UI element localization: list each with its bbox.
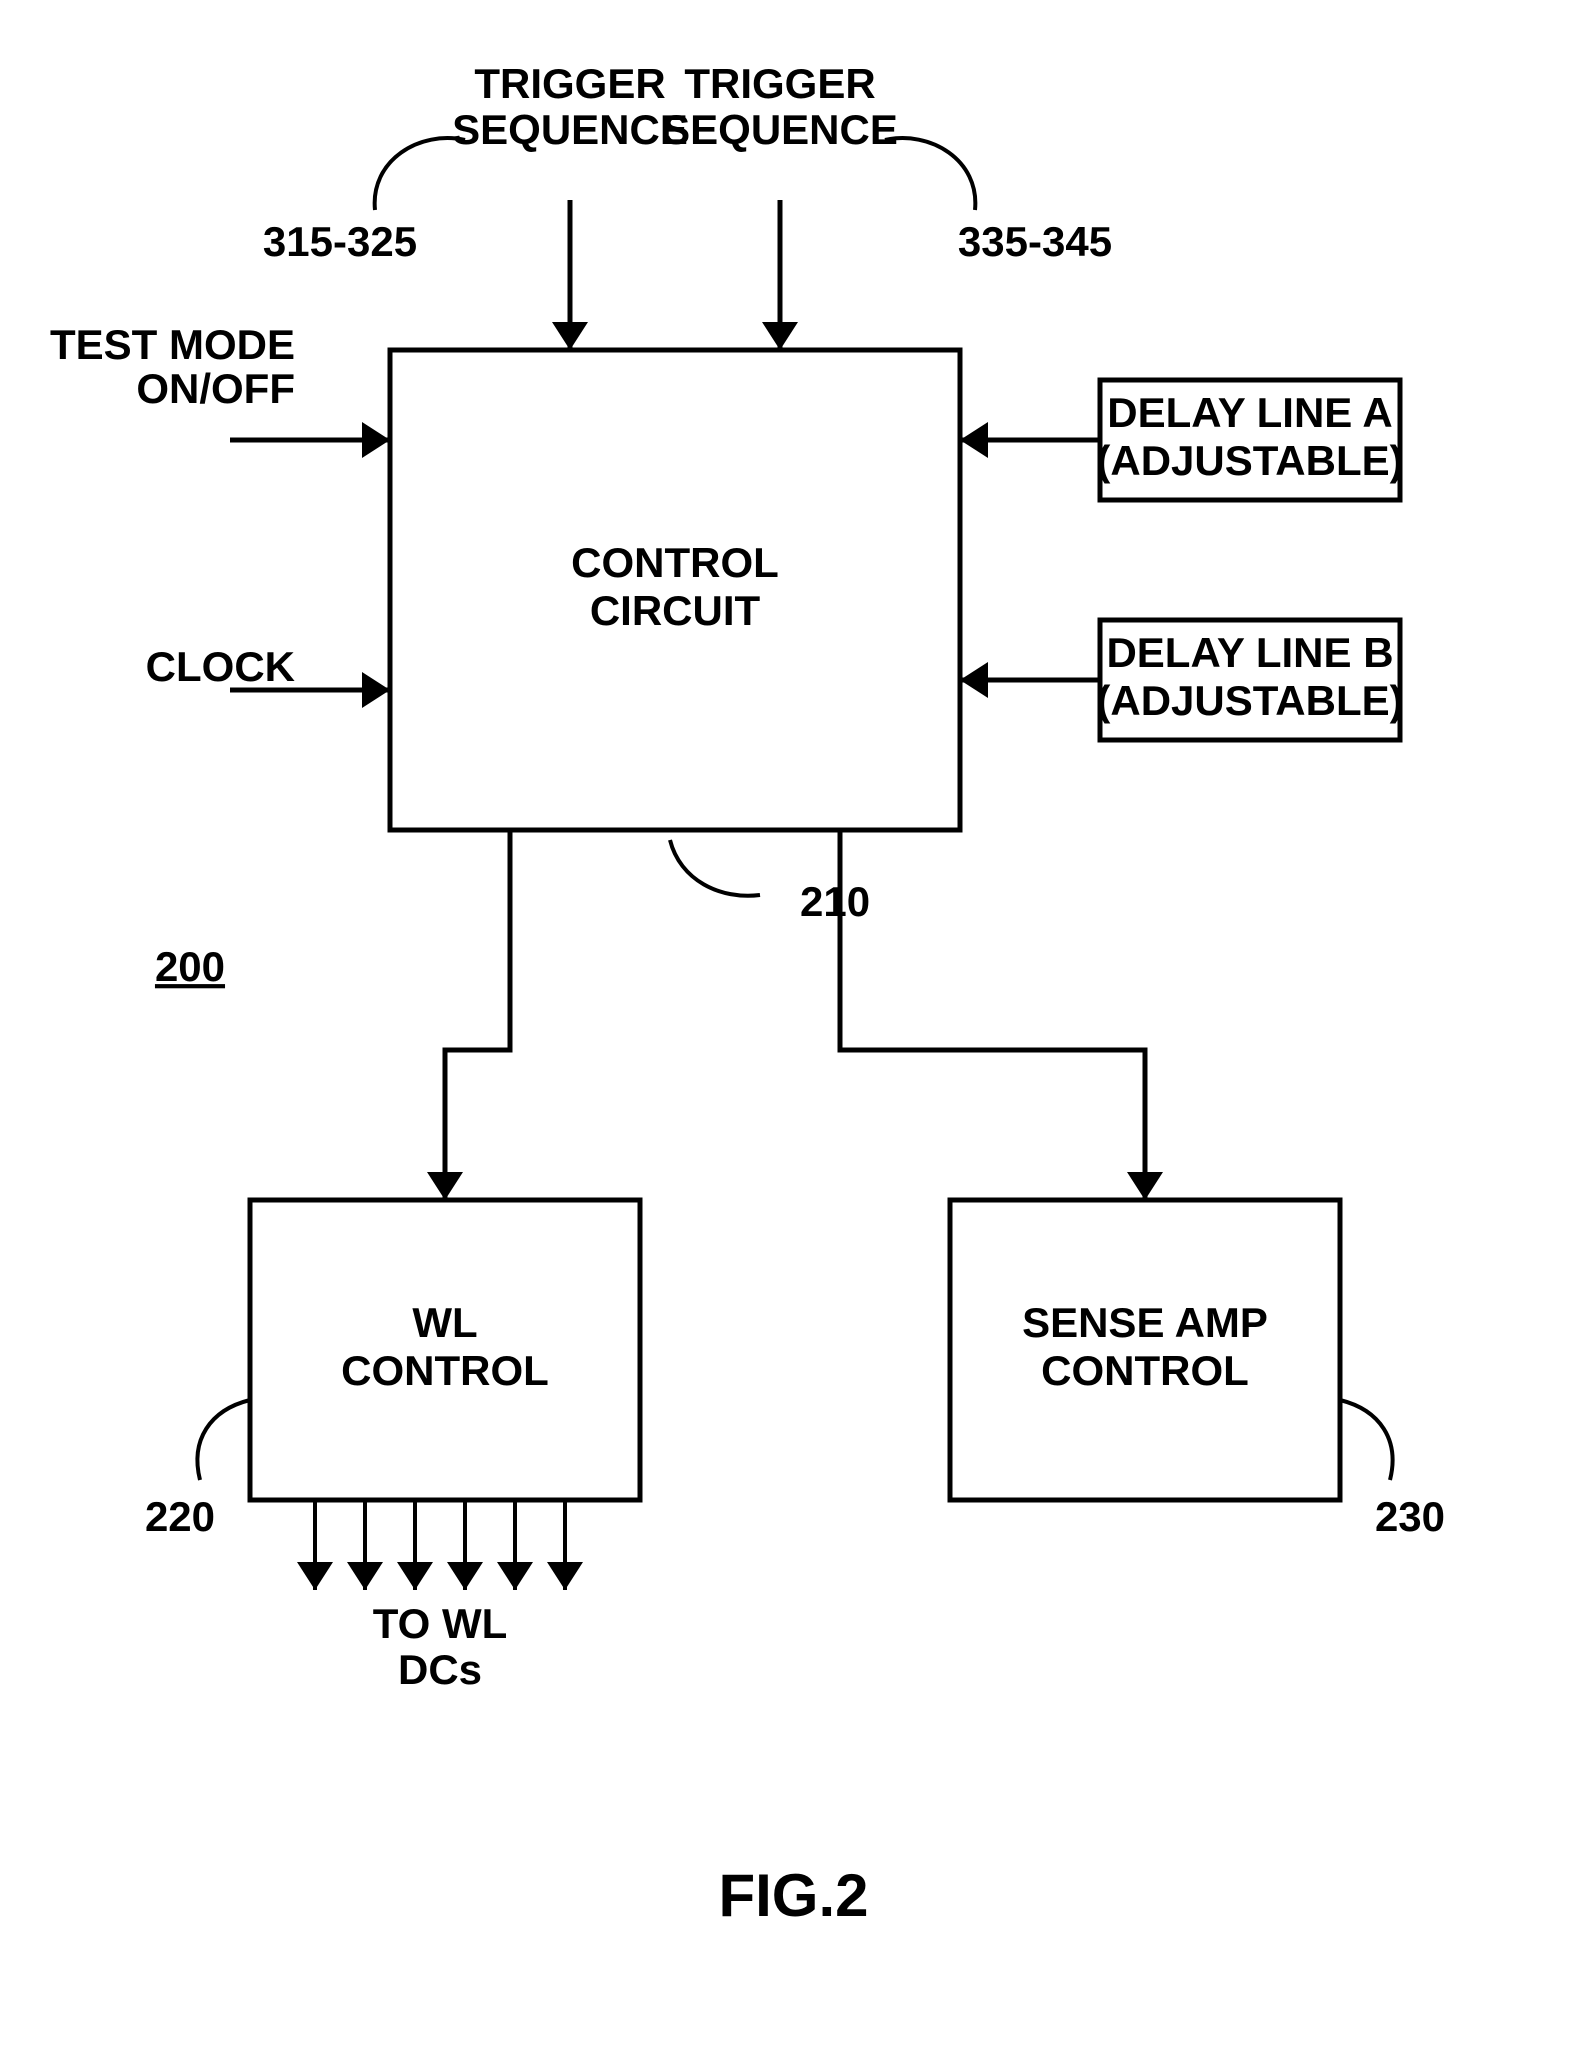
figure-caption: FIG.2 [718, 1862, 868, 1929]
wl-output-label: TO WL [373, 1600, 508, 1647]
trigger-sequence-label: SEQUENCE [662, 106, 898, 153]
arrow-head [497, 1562, 533, 1590]
arrow-head [1127, 1172, 1163, 1200]
ref-number: 315-325 [263, 218, 417, 265]
arrow-head [960, 422, 988, 458]
figure-ref-number: 200 [155, 943, 225, 990]
ref-number: 335-345 [958, 218, 1112, 265]
delayB-label: DELAY LINE B [1106, 629, 1393, 676]
arrow-head [427, 1172, 463, 1200]
arrow-head [362, 422, 390, 458]
trigger-sequence-label: TRIGGER [684, 60, 875, 107]
arrow-head [960, 662, 988, 698]
ref-leader [1340, 1400, 1393, 1480]
ref-leader [885, 138, 975, 210]
wl-label: WL [412, 1299, 477, 1346]
connector-polyline [445, 830, 510, 1200]
arrow-head [547, 1562, 583, 1590]
connector-polyline [840, 830, 1145, 1200]
sense-label: SENSE AMP [1022, 1299, 1268, 1346]
control-label: CONTROL [571, 539, 779, 586]
delayA-label: DELAY LINE A [1107, 389, 1393, 436]
ref-leader [197, 1400, 250, 1480]
arrow-head [552, 322, 588, 350]
ref-number: 220 [145, 1493, 215, 1540]
input-label: TEST MODE [50, 321, 295, 368]
input-label: CLOCK [146, 643, 295, 690]
arrow-head [362, 672, 390, 708]
ref-number: 210 [800, 878, 870, 925]
trigger-sequence-label: SEQUENCE [452, 106, 688, 153]
wl-label: CONTROL [341, 1347, 549, 1394]
arrow-head [297, 1562, 333, 1590]
delayA-label: (ADJUSTABLE) [1096, 437, 1403, 484]
trigger-sequence-label: TRIGGER [474, 60, 665, 107]
arrow-head [347, 1562, 383, 1590]
sense-label: CONTROL [1041, 1347, 1249, 1394]
arrow-head [762, 322, 798, 350]
delayB-label: (ADJUSTABLE) [1096, 677, 1403, 724]
arrow-head [397, 1562, 433, 1590]
wl-output-label: DCs [398, 1646, 482, 1693]
input-label: ON/OFF [136, 365, 295, 412]
control-label: CIRCUIT [590, 587, 761, 634]
ref-leader [670, 840, 760, 896]
arrow-head [447, 1562, 483, 1590]
ref-number: 230 [1375, 1493, 1445, 1540]
